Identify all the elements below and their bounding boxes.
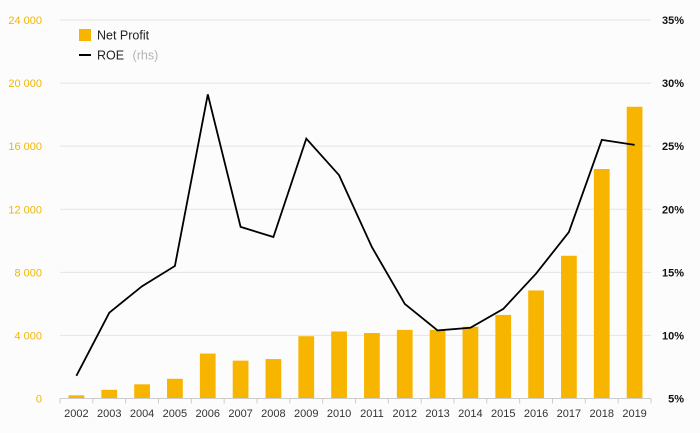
x-axis: 2002 2003 2004 2005 2006 2007 2008 2009 2010 2011… [59,398,652,420]
x-tick-label: 2013 [425,408,449,420]
bar-net-profit [298,336,315,399]
right-axis-ticks: 5% 10% 15% 20% 25% 30% 35% [662,15,684,406]
x-tick-label: 2010 [327,408,351,420]
x-tick-label: 2006 [196,408,220,420]
x-tick-label: 2008 [261,408,285,420]
x-tick-label: 2004 [130,408,154,420]
bar-net-profit [364,333,380,399]
bar-net-profit [462,326,479,399]
bar-net-profit [68,395,85,399]
x-tick-label: 2003 [97,408,121,420]
x-tick-label: 2015 [491,408,515,420]
x-tick-label: 2014 [458,408,482,420]
left-tick-label: 4 000 [14,330,42,342]
x-tick-label: 2018 [590,408,614,420]
right-tick-label: 30% [662,78,684,90]
bar-net-profit [265,359,282,399]
x-tick-label: 2016 [524,408,548,420]
legend-swatch-net-profit [79,29,91,41]
legend-roe-name: ROE [97,49,124,63]
bar-net-profit [429,329,446,399]
bar-net-profit [199,353,216,399]
left-tick-label: 8 000 [14,267,42,279]
bar-net-profit [101,389,118,399]
right-tick-label: 10% [662,330,684,342]
left-tick-label: 16 000 [8,141,42,153]
bar-net-profit [396,329,413,399]
left-tick-label: 0 [36,394,42,406]
net-profit-bars [68,106,643,399]
bar-net-profit [134,384,150,399]
right-tick-label: 35% [662,15,684,27]
bar-net-profit [232,360,249,399]
left-tick-label: 24 000 [8,15,42,27]
x-tick-label: 2011 [360,408,384,420]
x-tick-label: 2009 [294,408,318,420]
bar-net-profit [528,290,544,399]
legend-roe-note: (rhs) [133,49,159,63]
bar-net-profit [495,314,512,399]
bar-net-profit [561,255,577,399]
right-tick-label: 15% [662,267,684,279]
left-tick-label: 20 000 [8,78,42,90]
x-tick-label: 2012 [393,408,417,420]
x-tick-label: 2005 [163,408,187,420]
right-tick-label: 5% [668,394,684,406]
legend: Net Profit ROE (rhs) [79,29,158,64]
bar-net-profit [331,331,347,399]
legend-label-net-profit: Net Profit [97,29,150,43]
x-tick-label: 2007 [228,408,252,420]
right-tick-label: 25% [662,141,684,153]
x-tick-label: 2019 [622,408,646,420]
right-tick-label: 20% [662,204,684,216]
bar-net-profit [593,169,610,399]
bar-net-profit [626,106,643,399]
left-axis-ticks: 0 4 000 8 000 12 000 16 000 20 000 24 000 [8,15,42,406]
x-tick-label: 2002 [64,408,88,420]
x-tick-label: 2017 [557,408,581,420]
roe-line-series [75,94,635,377]
roe-line [75,94,635,377]
bar-net-profit [167,378,183,399]
left-tick-label: 12 000 [8,204,42,216]
legend-label-roe: ROE (rhs) [97,47,158,64]
